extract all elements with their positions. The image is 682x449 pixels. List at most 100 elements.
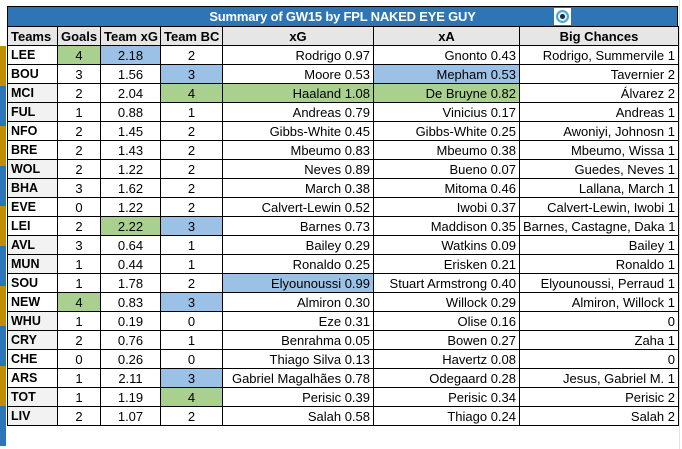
col-header-goals[interactable]: Goals [57, 26, 101, 46]
cell-xg[interactable]: Benrahma 0.05 [222, 330, 374, 350]
cell-team-bc[interactable]: 2 [160, 45, 223, 65]
cell-xa[interactable]: Iwobi 0.37 [373, 197, 520, 217]
cell-xg[interactable]: Gabriel Magalhães 0.78 [222, 368, 374, 388]
cell-big-chances[interactable]: Awoniyi, Johnosn 1 [519, 121, 679, 141]
cell-big-chances[interactable]: Guedes, Neves 1 [519, 159, 679, 179]
cell-team-bc[interactable]: 0 [160, 311, 223, 331]
cell-team-bc[interactable]: 2 [160, 178, 223, 198]
cell-big-chances[interactable]: Salah 2 [519, 406, 679, 426]
cell-xg[interactable]: March 0.38 [222, 178, 374, 198]
cell-big-chances[interactable]: Álvarez 2 [519, 83, 679, 103]
cell-team-xg[interactable]: 2.22 [100, 216, 161, 236]
cell-xg[interactable]: Rodrigo 0.97 [222, 45, 374, 65]
cell-xg[interactable]: Elyounoussi 0.99 [222, 273, 374, 293]
cell-xg[interactable]: Mbeumo 0.83 [222, 140, 374, 160]
cell-big-chances[interactable]: Bailey 1 [519, 235, 679, 255]
col-header-big-chances[interactable]: Big Chances [519, 26, 679, 46]
cell-big-chances[interactable]: Barnes, Castagne, Daka 1 [519, 216, 679, 236]
cell-xa[interactable]: Gnonto 0.43 [373, 45, 520, 65]
title-bar[interactable]: Summary of GW15 by FPL NAKED EYE GUY [7, 6, 678, 26]
cell-team[interactable]: LEE [7, 45, 58, 65]
cell-xa[interactable]: Gibbs-White 0.25 [373, 121, 520, 141]
cell-big-chances[interactable]: Zaha 1 [519, 330, 679, 350]
cell-team[interactable]: LIV [7, 406, 58, 426]
cell-goals[interactable]: 3 [57, 64, 101, 84]
cell-big-chances[interactable]: 0 [519, 349, 679, 369]
cell-team-xg[interactable]: 0.83 [100, 292, 161, 312]
cell-xa[interactable]: Maddison 0.35 [373, 216, 520, 236]
cell-team[interactable]: AVL [7, 235, 58, 255]
cell-team-bc[interactable]: 4 [160, 387, 223, 407]
cell-xa[interactable]: Mitoma 0.46 [373, 178, 520, 198]
cell-goals[interactable]: 2 [57, 216, 101, 236]
cell-team-xg[interactable]: 2.11 [100, 368, 161, 388]
cell-xa[interactable]: Bueno 0.07 [373, 159, 520, 179]
cell-goals[interactable]: 1 [57, 387, 101, 407]
cell-goals[interactable]: 4 [57, 45, 101, 65]
cell-team[interactable]: CRY [7, 330, 58, 350]
cell-team-xg[interactable]: 1.78 [100, 273, 161, 293]
cell-team-xg[interactable]: 1.43 [100, 140, 161, 160]
cell-team-xg[interactable]: 1.07 [100, 406, 161, 426]
cell-big-chances[interactable]: 0 [519, 311, 679, 331]
cell-xg[interactable]: Calvert-Lewin 0.52 [222, 197, 374, 217]
col-header-teams[interactable]: Teams [7, 26, 58, 46]
cell-team[interactable]: SOU [7, 273, 58, 293]
cell-team[interactable]: BRE [7, 140, 58, 160]
cell-big-chances[interactable]: Tavernier 2 [519, 64, 679, 84]
cell-xg[interactable]: Moore 0.53 [222, 64, 374, 84]
cell-team-xg[interactable]: 1.62 [100, 178, 161, 198]
cell-xa[interactable]: Havertz 0.08 [373, 349, 520, 369]
cell-team-xg[interactable]: 1.22 [100, 159, 161, 179]
col-header-team-xg[interactable]: Team xG [100, 26, 161, 46]
cell-team-xg[interactable]: 2.04 [100, 83, 161, 103]
cell-team[interactable]: MCI [7, 83, 58, 103]
cell-big-chances[interactable]: Almiron, Willock 1 [519, 292, 679, 312]
cell-goals[interactable]: 4 [57, 292, 101, 312]
cell-xg[interactable]: Salah 0.58 [222, 406, 374, 426]
cell-team-bc[interactable]: 3 [160, 368, 223, 388]
cell-team[interactable]: ARS [7, 368, 58, 388]
cell-team-bc[interactable]: 1 [160, 235, 223, 255]
cell-xa[interactable]: Thiago 0.24 [373, 406, 520, 426]
cell-team[interactable]: NFO [7, 121, 58, 141]
cell-big-chances[interactable]: Perisic 2 [519, 387, 679, 407]
cell-team-xg[interactable]: 1.19 [100, 387, 161, 407]
col-header-xg[interactable]: xG [222, 26, 374, 46]
cell-xa[interactable]: Perisic 0.34 [373, 387, 520, 407]
cell-xa[interactable]: Bowen 0.27 [373, 330, 520, 350]
cell-team-xg[interactable]: 0.76 [100, 330, 161, 350]
cell-goals[interactable]: 0 [57, 349, 101, 369]
cell-team-bc[interactable]: 3 [160, 216, 223, 236]
cell-team-bc[interactable]: 2 [160, 406, 223, 426]
cell-team-bc[interactable]: 1 [160, 254, 223, 274]
cell-xg[interactable]: Neves 0.89 [222, 159, 374, 179]
cell-xa[interactable]: Odegaard 0.28 [373, 368, 520, 388]
cell-xa[interactable]: De Bruyne 0.82 [373, 83, 520, 103]
cell-team-xg[interactable]: 0.64 [100, 235, 161, 255]
cell-xa[interactable]: Willock 0.29 [373, 292, 520, 312]
col-header-team-bc[interactable]: Team BC [160, 26, 223, 46]
cell-xg[interactable]: Gibbs-White 0.45 [222, 121, 374, 141]
cell-xa[interactable]: Vinicius 0.17 [373, 102, 520, 122]
cell-team-bc[interactable]: 1 [160, 102, 223, 122]
cell-goals[interactable]: 2 [57, 83, 101, 103]
cell-xg[interactable]: Almiron 0.30 [222, 292, 374, 312]
cell-big-chances[interactable]: Andreas 1 [519, 102, 679, 122]
cell-team-bc[interactable]: 2 [160, 140, 223, 160]
cell-goals[interactable]: 2 [57, 140, 101, 160]
cell-goals[interactable]: 3 [57, 235, 101, 255]
cell-team[interactable]: NEW [7, 292, 58, 312]
cell-team-bc[interactable]: 2 [160, 197, 223, 217]
cell-team[interactable]: CHE [7, 349, 58, 369]
cell-goals[interactable]: 1 [57, 102, 101, 122]
cell-team[interactable]: BOU [7, 64, 58, 84]
cell-xg[interactable]: Barnes 0.73 [222, 216, 374, 236]
cell-xa[interactable]: Mepham 0.53 [373, 64, 520, 84]
cell-big-chances[interactable]: Rodrigo, Summervile 1 [519, 45, 679, 65]
cell-xg[interactable]: Ronaldo 0.25 [222, 254, 374, 274]
cell-team-xg[interactable]: 2.18 [100, 45, 161, 65]
cell-team[interactable]: FUL [7, 102, 58, 122]
cell-xg[interactable]: Andreas 0.79 [222, 102, 374, 122]
cell-team-bc[interactable]: 0 [160, 349, 223, 369]
